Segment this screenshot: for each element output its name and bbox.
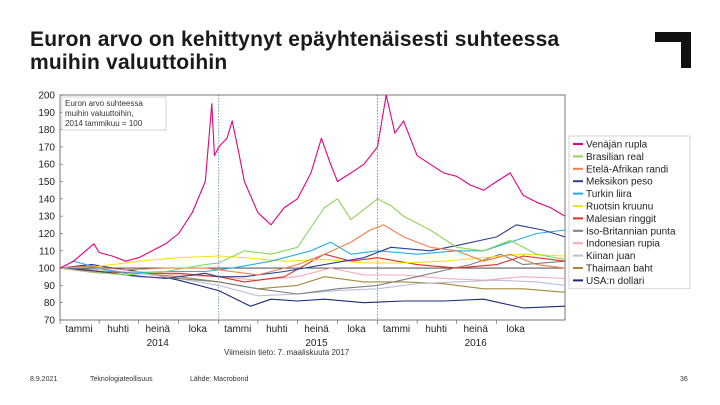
- x-tick-label: heinä: [463, 324, 488, 335]
- x-axis: tammi huhti heinä loka tammi huhti heinä loka ta…: [59, 320, 526, 349]
- y-tick-label: 190: [38, 108, 55, 119]
- legend-label: Indonesian rupia: [586, 239, 660, 250]
- corner-bracket-logo-icon: [655, 32, 691, 68]
- x-tick-label: tammi: [383, 324, 410, 335]
- x-year-label: 2014: [147, 338, 170, 349]
- plot-frame: [59, 94, 566, 321]
- series-line: [59, 198, 566, 276]
- legend-label: USA:n dollari: [586, 276, 644, 287]
- series-group: [59, 94, 566, 309]
- annotation-line-2: muihin valuuttoihin,: [65, 109, 133, 118]
- legend-box: [568, 135, 691, 290]
- y-tick-label: 120: [38, 229, 55, 240]
- x-tick-label: huhti: [425, 324, 447, 335]
- legend-label: Thaimaan baht: [586, 264, 653, 275]
- x-year-label: 2016: [465, 338, 488, 349]
- series-line: [59, 224, 566, 280]
- footer-source: Lähde: Macrobond: [190, 376, 249, 383]
- legend-label: Venäjän rupla: [586, 140, 648, 151]
- legend-label: Meksikon peso: [586, 177, 653, 188]
- x-tick-label: huhti: [266, 324, 288, 335]
- x-year-label: 2015: [305, 338, 328, 349]
- x-tick-label: tammi: [65, 324, 92, 335]
- slide-title: Euron arvo on kehittynyt epäyhtenäisesti…: [30, 28, 560, 74]
- legend-label: Ruotsin kruunu: [586, 202, 653, 213]
- legend-label: Kiinan juan: [586, 251, 635, 262]
- y-tick-label: 110: [39, 246, 55, 257]
- footer-date: 8.9.2021: [30, 376, 58, 383]
- y-tick-label: 180: [38, 125, 55, 136]
- x-tick-label: huhti: [107, 324, 129, 335]
- y-tick-label: 160: [38, 160, 55, 171]
- annotation-line-3: 2014 tammikuu = 100: [65, 119, 143, 128]
- y-tick-label: 200: [38, 91, 55, 102]
- legend-label: Etelä-Afrikan randi: [586, 164, 668, 175]
- x-tick-label: heinä: [145, 324, 170, 335]
- x-tick-label: loka: [189, 324, 208, 335]
- annotation-box: Euron arvo suhteessa muihin valuuttoihin…: [61, 96, 167, 131]
- footer-organization: Teknologiateollisuus: [90, 376, 153, 383]
- chart-footnote: Viimeisin tieto: 7. maaliskuuta 2017: [224, 348, 350, 357]
- y-tick-label: 170: [38, 142, 55, 153]
- y-tick-label: 70: [44, 316, 56, 327]
- y-tick-label: 130: [38, 212, 55, 223]
- legend-label: Iso-Britannian punta: [586, 226, 676, 237]
- annotation-line-1: Euron arvo suhteessa: [65, 99, 143, 108]
- x-tick-label: loka: [347, 324, 366, 335]
- x-tick-label: loka: [507, 324, 526, 335]
- legend-label: Brasilian real: [586, 152, 644, 163]
- series-line: [59, 224, 566, 276]
- y-tick-label: 100: [38, 264, 55, 275]
- series-line: [59, 267, 566, 297]
- footer-page-number: 36: [680, 376, 688, 383]
- x-tick-label: heinä: [304, 324, 329, 335]
- y-tick-label: 90: [44, 281, 56, 292]
- legend-label: Turkin liira: [586, 189, 632, 200]
- legend-label: Malesian ringgit: [586, 214, 656, 225]
- series-line: [59, 94, 566, 269]
- y-tick-label: 150: [38, 177, 55, 188]
- x-tick-label: tammi: [224, 324, 251, 335]
- y-tick-label: 80: [44, 298, 56, 309]
- y-axis: 70 80 90 100 110 120 130 140 150 160 170 180 190 200: [38, 91, 63, 327]
- year-separators: [218, 95, 378, 320]
- y-tick-label: 140: [38, 194, 55, 205]
